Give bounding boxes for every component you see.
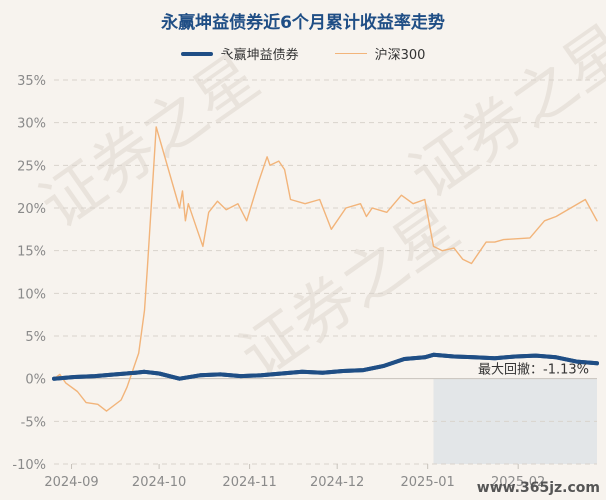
- chart-legend: 永赢坤益债券 沪深300: [0, 44, 606, 63]
- legend-item-fund[interactable]: 永赢坤益债券: [180, 44, 299, 63]
- y-tick-label: -10%: [12, 458, 46, 473]
- legend-swatch-index: [334, 52, 367, 55]
- y-tick-label: 10%: [17, 287, 46, 302]
- max-drawdown-annotation: 最大回撤：-1.13%: [478, 362, 589, 378]
- y-tick-label: 25%: [17, 159, 46, 174]
- y-tick-label: 0%: [25, 373, 46, 388]
- legend-swatch-fund: [180, 51, 213, 56]
- y-tick-label: 30%: [17, 117, 46, 132]
- y-tick-label: 5%: [25, 330, 46, 345]
- x-tick-label: 2024-09: [44, 475, 98, 490]
- chart-title: 永赢坤益债券近6个月累计收益率走势: [161, 13, 445, 33]
- background-watermark: 证券之星: [397, 10, 606, 212]
- x-tick-label: 2024-10: [132, 475, 186, 490]
- y-tick-label: -5%: [21, 415, 46, 430]
- site-watermark: www.365jz.com: [476, 480, 600, 496]
- background-watermark: 证券之星: [227, 190, 472, 392]
- background-watermark: 证券之星: [27, 40, 272, 242]
- x-tick-label: 2025-01: [401, 475, 455, 490]
- legend-label-fund: 永赢坤益债券: [220, 48, 299, 63]
- x-tick-label: 2024-11: [222, 475, 276, 490]
- legend-label-index: 沪深300: [374, 48, 426, 63]
- x-tick-label: 2025-02: [491, 475, 545, 490]
- x-tick-label: 2024-12: [310, 475, 364, 490]
- y-tick-label: 35%: [17, 74, 46, 89]
- y-tick-label: 20%: [17, 202, 46, 217]
- y-tick-label: 15%: [17, 245, 46, 260]
- legend-item-index[interactable]: 沪深300: [334, 44, 426, 63]
- series-line-index: [53, 126, 598, 412]
- series-line-fund-top: [52, 352, 599, 381]
